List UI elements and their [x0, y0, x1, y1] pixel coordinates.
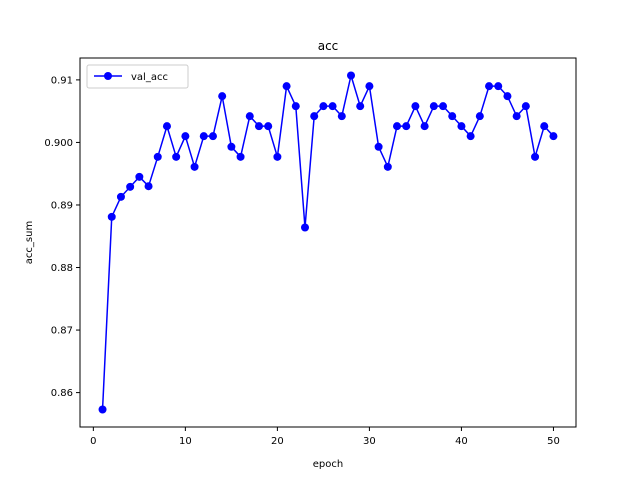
data-point — [227, 142, 236, 151]
data-point — [264, 122, 273, 131]
y-tick-label: 0.88 — [51, 263, 73, 274]
data-point — [310, 112, 319, 121]
data-point — [116, 192, 125, 201]
data-point — [208, 132, 217, 141]
data-point — [190, 162, 199, 171]
data-point — [503, 92, 512, 101]
data-point — [291, 102, 300, 111]
y-tick-label: 0.900 — [44, 138, 73, 149]
data-point — [466, 132, 475, 141]
x-tick-label: 40 — [455, 436, 468, 447]
data-point — [236, 152, 245, 161]
y-axis-label: acc_sum — [24, 221, 35, 264]
data-point — [126, 182, 135, 191]
data-point — [347, 71, 356, 80]
legend-marker — [104, 72, 112, 80]
legend-label: val_acc — [131, 72, 168, 83]
data-point — [337, 112, 346, 121]
x-tick-label: 50 — [547, 436, 560, 447]
data-point — [448, 112, 457, 121]
data-point — [282, 82, 291, 91]
legend: val_acc — [86, 64, 189, 89]
data-point — [411, 102, 420, 111]
y-tick-label: 0.89 — [51, 200, 73, 211]
plot-area — [98, 71, 558, 414]
data-point — [181, 132, 190, 141]
data-point — [512, 112, 521, 121]
data-point — [273, 152, 282, 161]
data-point — [356, 102, 365, 111]
x-tick-label: 20 — [271, 436, 284, 447]
x-tick-label: 10 — [179, 436, 192, 447]
data-point — [439, 102, 448, 111]
data-point — [521, 102, 530, 111]
data-point — [420, 122, 429, 131]
chart-title: acc — [318, 39, 339, 53]
x-tick-label: 30 — [363, 436, 376, 447]
data-point — [153, 152, 162, 161]
data-point — [300, 223, 309, 232]
data-point — [218, 92, 227, 101]
y-axis: 0.86 0.87 0.88 0.89 0.900 0.91 — [44, 75, 80, 399]
x-axis: 0 10 20 30 40 50 — [90, 427, 560, 447]
y-tick-label: 0.91 — [51, 75, 73, 86]
data-point — [328, 102, 337, 111]
x-axis-label: epoch — [313, 459, 343, 470]
y-tick-label: 0.86 — [51, 388, 73, 399]
data-point — [245, 112, 254, 121]
data-point — [199, 132, 208, 141]
data-point — [494, 82, 503, 91]
data-point — [429, 102, 438, 111]
data-point — [531, 152, 540, 161]
data-point — [135, 172, 144, 181]
y-tick-label: 0.87 — [51, 326, 73, 337]
legend-box — [86, 64, 189, 89]
data-point — [383, 162, 392, 171]
data-point — [457, 122, 466, 131]
x-tick-label: 0 — [90, 436, 96, 447]
data-point — [485, 82, 494, 91]
data-point — [172, 152, 181, 161]
data-point — [254, 122, 263, 131]
data-point — [402, 122, 411, 131]
data-point — [549, 132, 558, 141]
data-point — [144, 182, 153, 191]
data-point — [319, 102, 328, 111]
data-point — [98, 405, 107, 414]
data-point — [374, 142, 383, 151]
data-point — [107, 212, 116, 221]
data-point — [475, 112, 484, 121]
data-point — [162, 122, 171, 131]
data-point — [393, 122, 402, 131]
data-point — [365, 82, 374, 91]
axes-frame — [79, 57, 577, 428]
data-point — [540, 122, 549, 131]
